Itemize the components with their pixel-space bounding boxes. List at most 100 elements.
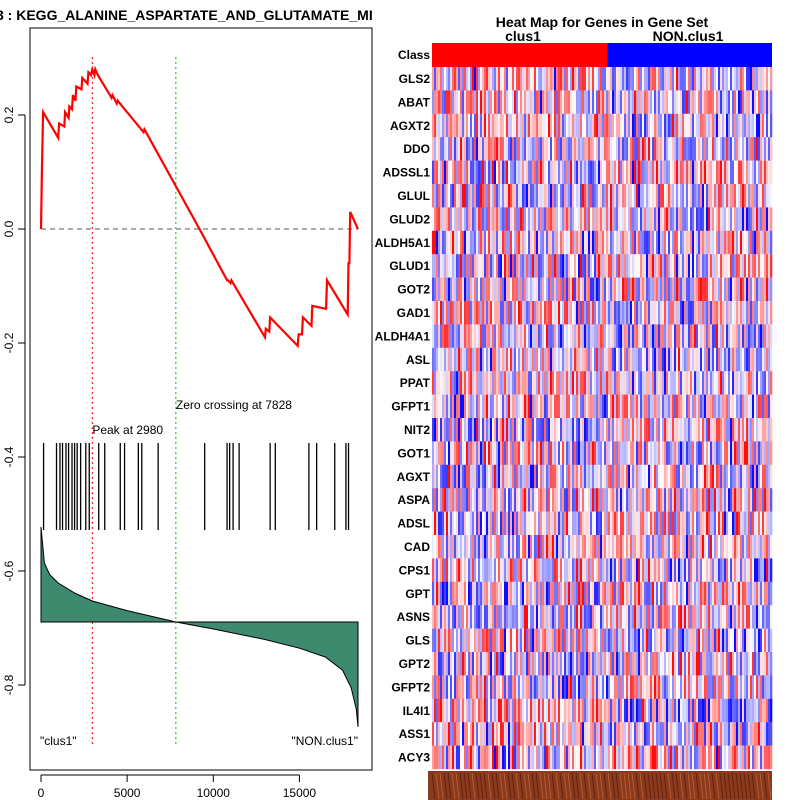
heatmap-cell [528,347,531,372]
heatmap-cell [494,535,497,559]
heatmap-cell [698,605,701,629]
heatmap-cell [516,394,519,419]
heatmap-cell [490,652,493,676]
heatmap-cell [600,722,603,746]
heatmap-cell [736,137,739,161]
heatmap-cell [486,371,489,395]
heatmap-cell [612,628,615,653]
heatmap-cell [512,558,515,582]
heatmap-cell [624,558,627,582]
heatmap-cell [568,675,571,699]
heatmap-cell [726,160,729,185]
heatmap-cell [458,722,461,746]
heatmap-cell [462,371,465,395]
heatmap-cell [580,464,583,489]
heatmap-cell [720,418,723,442]
heatmap-cell [770,277,773,302]
heatmap-cell [648,418,651,442]
heatmap-cell [754,207,757,231]
heatmap-cell [464,441,467,465]
heatmap-cell [674,324,677,348]
heatmap-cell [730,581,733,606]
heatmap-cell [762,277,765,302]
heatmap-cell [678,605,681,629]
heatmap-cell [488,207,491,231]
heatmap-cell [590,301,593,325]
heatmap-cell [522,67,525,91]
heatmap-cell [554,371,557,395]
heatmap-cell [450,418,453,442]
heatmap-cell [736,511,739,536]
heatmap-cell [624,230,627,255]
heatmap-cell [566,418,569,442]
heatmap-cell [690,605,693,629]
heatmap-cell [458,628,461,653]
heatmap-cell [698,581,701,606]
heatmap-cell [538,137,541,161]
heatmap-cell [534,230,537,255]
heatmap-cell [506,464,509,489]
heatmap-cell [470,628,473,653]
heatmap-cell [586,230,589,255]
heatmap-cell [466,137,469,161]
heatmap-cell [480,301,483,325]
heatmap-cell [608,277,611,302]
heatmap-cell [438,581,441,606]
heatmap-cell [486,324,489,348]
heatmap-cell [758,371,761,395]
heatmap-cell [496,301,499,325]
heatmap-cell [520,675,523,699]
heatmap-cell [600,347,603,372]
heatmap-cell [680,558,683,582]
heatmap-cell [694,418,697,442]
heatmap-cell [494,394,497,419]
heatmap-cell [754,67,757,91]
heatmap-cell [582,652,585,676]
heatmap-cell [710,90,713,114]
right-class-label: "NON.clus1" [291,734,358,748]
heatmap-cell [526,90,529,114]
heatmap-cell [540,301,543,325]
heatmap-cell [768,301,771,325]
heatmap-cell [574,675,577,699]
heatmap-cell [618,535,621,559]
heatmap-cell [636,698,639,723]
heatmap-cell [710,605,713,629]
heatmap-cell [720,675,723,699]
heatmap-cell [432,207,435,231]
heatmap-cell [654,418,657,442]
heatmap-cell [636,418,639,442]
heatmap-cell [758,698,761,723]
heatmap-cell [664,277,667,302]
heatmap-cell [462,535,465,559]
heatmap-cell [520,230,523,255]
heatmap-cell [560,418,563,442]
heatmap-cell [488,67,491,91]
heatmap-cell [606,113,609,138]
heatmap-cell [506,90,509,114]
heatmap-cell [494,160,497,185]
heatmap-cell [432,722,435,746]
heatmap-cell [738,652,741,676]
heatmap-cell [662,652,665,676]
heatmap-cell [688,254,691,278]
heatmap-cell [448,371,451,395]
heatmap-cell [508,67,511,91]
heatmap-cell [750,441,753,465]
heatmap-cell [766,558,769,582]
heatmap-cell [538,207,541,231]
heatmap-cell [642,277,645,302]
heatmap-cell [688,137,691,161]
heatmap-cell [482,113,485,138]
heatmap-cell [508,464,511,489]
heatmap-cell [696,254,699,278]
heatmap-cell [736,698,739,723]
heatmap-cell [680,90,683,114]
heatmap-cell [720,90,723,114]
heatmap-cell [568,230,571,255]
heatmap-cell [714,535,717,559]
heatmap-cell [578,160,581,185]
heatmap-cell [532,207,535,231]
heatmap-cell [714,184,717,208]
heatmap-cell [754,324,757,348]
